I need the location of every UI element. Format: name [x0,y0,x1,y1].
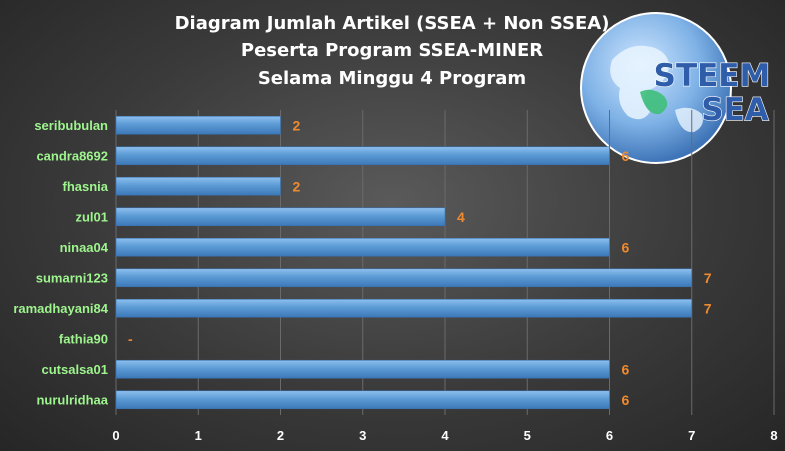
x-tick-label: 4 [441,428,449,443]
category-label: zul01 [75,209,108,224]
chart-title: Diagram Jumlah Artikel (SSEA + Non SSEA)… [175,13,610,89]
data-label: 2 [293,178,301,194]
x-tick-label: 1 [195,428,202,443]
bars [115,115,693,410]
globe-island [675,107,703,133]
data-labels: 2 6 2 4 6 7 7 - 6 6 [128,117,712,408]
x-tick-label: 6 [606,428,613,443]
bar [115,359,610,379]
bar [115,115,281,135]
data-label: 7 [704,270,712,286]
x-tick-label: 2 [277,428,284,443]
bar [115,146,610,166]
chart-title-line-2: Peserta Program SSEA-MINER [241,40,543,61]
x-tick-label: 5 [524,428,531,443]
x-tick-label: 3 [359,428,366,443]
data-label: - [128,331,133,347]
category-label: fhasnia [62,179,108,194]
x-tick-label: 8 [770,428,777,443]
logo-text-bottom: SEA [701,92,769,128]
steem-sea-logo: STEEM SEA [580,12,771,164]
bar [115,390,610,410]
data-label: 6 [622,148,630,164]
category-label: ninaa04 [60,240,109,255]
globe-region-highlight [640,89,668,115]
logo-text-top: STEEM [654,58,771,94]
bar [115,268,693,288]
category-label: nurulridhaa [36,392,108,407]
category-label: seribubulan [34,118,108,133]
data-label: 6 [622,239,630,255]
bar [115,207,446,227]
category-label: sumarni123 [36,270,108,285]
data-label: 2 [293,117,301,133]
chart-title-line-1: Diagram Jumlah Artikel (SSEA + Non SSEA) [175,13,610,34]
data-label: 6 [622,361,630,377]
chart-title-line-3: Selama Minggu 4 Program [258,68,526,89]
x-tick-label: 0 [112,428,119,443]
x-axis-ticks: 0 1 2 3 4 5 6 7 8 [112,428,777,443]
data-label: 7 [704,300,712,316]
category-labels: seribubulan candra8692 fhasnia zul01 ninaa04… [13,118,108,408]
bar [115,298,693,318]
globe-landmass [610,45,669,120]
x-tick-label: 7 [688,428,695,443]
category-label: ramadhayani84 [13,301,108,316]
category-label: candra8692 [36,148,108,163]
category-label: cutsalsa01 [42,362,109,377]
bar [115,237,610,257]
bar [115,176,281,196]
data-label: 4 [457,209,465,225]
category-label: fathia90 [59,331,108,346]
data-label: 6 [622,392,630,408]
